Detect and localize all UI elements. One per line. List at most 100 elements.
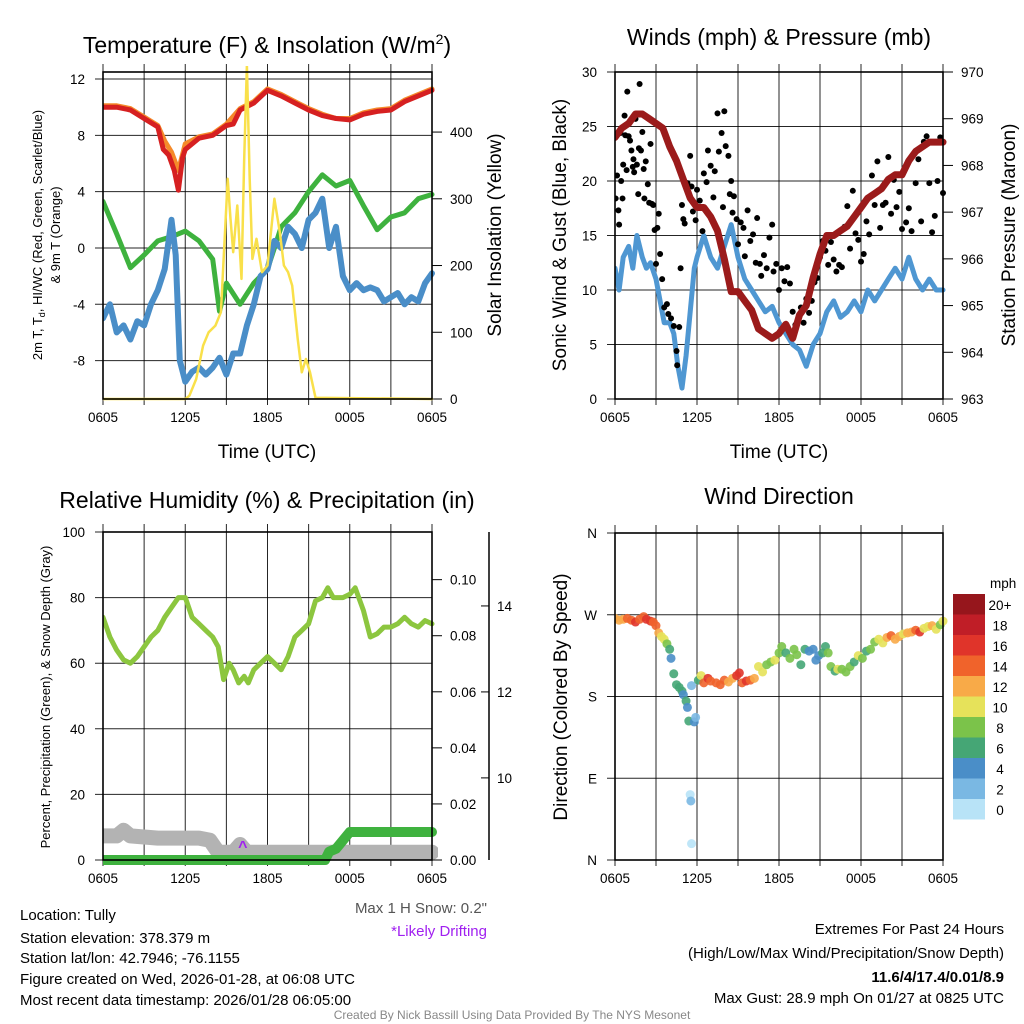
max-gust-text: Max Gust: 28.9 mph On 01/27 at 0825 UTC (714, 990, 1004, 1007)
gust-point (896, 188, 903, 195)
wind-direction-point (777, 642, 787, 652)
gust-point (852, 230, 859, 237)
gust-point (766, 234, 773, 241)
winds-y2-tick-label: 963 (961, 392, 984, 407)
gust-point (650, 201, 657, 208)
gust-point (885, 154, 892, 161)
wind-direction-point (758, 667, 768, 677)
humidity-y-tick-label: 60 (70, 656, 85, 671)
gust-point (655, 210, 662, 217)
wind-direction-x-tick-label: 1205 (682, 871, 712, 886)
snow-depth-tick-label: 10 (497, 771, 512, 786)
gust-point (778, 265, 785, 272)
wind-direction-y-tick-label: W (584, 608, 597, 623)
wind-direction-point (687, 681, 697, 691)
temperature-y-tick-label: 8 (77, 128, 85, 143)
gust-point (637, 147, 644, 154)
humidity-y2-tick-label: 0.08 (450, 629, 476, 644)
gust-point (740, 224, 747, 231)
humidity-x-tick-label: 0005 (335, 871, 365, 886)
wind-direction-point (770, 655, 780, 665)
legend-swatch (953, 778, 985, 799)
gust-point (868, 172, 875, 179)
gust-point (908, 228, 915, 235)
wind-direction-y-tick-label: N (587, 526, 597, 541)
gust-point (773, 260, 780, 267)
gust-point (694, 186, 700, 193)
gust-point (758, 272, 765, 279)
gust-point (633, 161, 640, 168)
wind-direction-point (823, 648, 833, 658)
winds-y-tick-label: 5 (589, 338, 597, 353)
wind-direction-x-tick-label: 0005 (846, 871, 876, 886)
gust-point (624, 88, 631, 95)
humidity-y2-tick-label: 0.04 (450, 741, 477, 756)
gust-point (699, 228, 706, 235)
humidity-y-axis-label: Percent, Precipitation (Green), & Snow D… (38, 546, 53, 849)
gust-point (800, 319, 807, 326)
gust-point (806, 309, 813, 316)
gust-point (719, 204, 726, 211)
wind-direction-x-tick-label: 1805 (764, 871, 794, 886)
gust-point (644, 181, 651, 188)
gust-point (918, 218, 925, 225)
gust-point (915, 156, 922, 163)
gust-point (721, 108, 728, 115)
gust-point (640, 166, 647, 173)
gust-point (696, 197, 703, 204)
gust-point (620, 161, 627, 168)
gust-point (756, 260, 763, 267)
winds-y2-tick-label: 966 (961, 252, 984, 267)
winds-y-tick-label: 10 (582, 283, 597, 298)
gust-point (754, 215, 761, 222)
gust-point (912, 180, 919, 187)
gust-point (830, 256, 837, 263)
gust-point (786, 280, 793, 287)
panel-0: -8 -4 0 4 8 12 0 100 200 300 400 0605 1205 1805 0005 06… (70, 64, 473, 425)
gust-point (725, 152, 732, 159)
winds-y2-tick-label: 967 (961, 205, 984, 220)
wind-direction-point (808, 644, 818, 654)
wind-direction-y-tick-label: S (588, 690, 597, 705)
snow-depth-line (103, 822, 438, 860)
gust-point (703, 179, 710, 186)
gust-point (673, 348, 680, 355)
temperature-y2-tick-label: 100 (450, 325, 473, 340)
winds-panel-title: Winds (mph) & Pressure (mb) (627, 24, 931, 50)
gust-point (687, 152, 694, 159)
gust-point (849, 187, 856, 194)
humidity-y-tick-label: 0 (77, 853, 85, 868)
wind-direction-panel-title: Wind Direction (704, 483, 854, 509)
temperature-x-axis-label: Time (UTC) (218, 442, 317, 463)
station-pressure-line (615, 110, 947, 342)
recent-data-text: Most recent data timestamp: 2026/01/28 0… (20, 992, 351, 1009)
gust-point (678, 201, 685, 208)
legend-swatch (953, 614, 985, 635)
gust-point (635, 191, 642, 198)
gust-point (615, 207, 622, 214)
wind-direction-x-tick-label: 0605 (928, 871, 958, 886)
humidity-y-tick-label: 20 (70, 787, 85, 802)
legend-label: 4 (996, 762, 1004, 777)
gust-point (905, 205, 912, 212)
gust-point (654, 224, 661, 231)
legend-label: 16 (992, 639, 1007, 654)
legend-label: 6 (996, 742, 1004, 757)
gust-point (744, 207, 751, 214)
humidity-x-tick-label: 0605 (417, 871, 447, 886)
humidity-y2-tick-label: 0.02 (450, 797, 476, 812)
wind-direction-point (691, 712, 701, 722)
gust-point (700, 170, 707, 177)
gust-point (833, 268, 840, 275)
gust-point (877, 224, 884, 231)
gust-point (641, 195, 648, 202)
gust-point (621, 112, 628, 119)
gust-point (670, 322, 677, 329)
humidity-x-tick-label: 1805 (252, 871, 282, 886)
elevation-text: Station elevation: 378.379 m (20, 930, 210, 947)
gust-point (789, 308, 796, 315)
legend-swatch (953, 799, 985, 820)
gust-point (847, 245, 854, 252)
humidity-x-tick-label: 1205 (170, 871, 200, 886)
humidity-y2-tick-label: 0.10 (450, 573, 476, 588)
